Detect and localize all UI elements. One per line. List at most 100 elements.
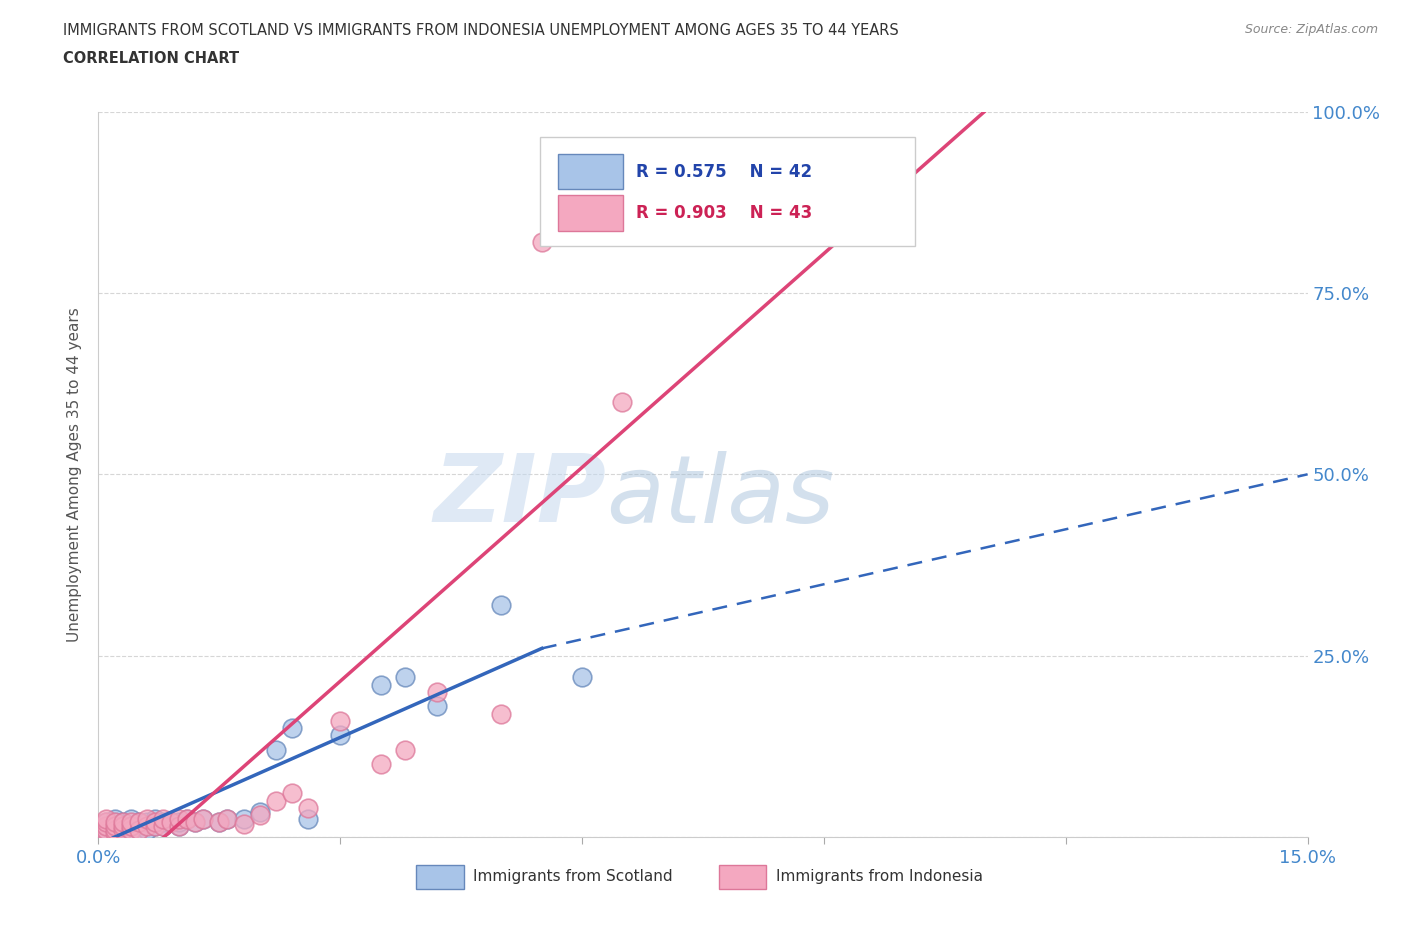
Point [96, 822, 118, 837]
Point [232, 811, 254, 827]
Point [143, 811, 166, 827]
FancyBboxPatch shape [558, 153, 623, 189]
Text: IMMIGRANTS FROM SCOTLAND VS IMMIGRANTS FROM INDONESIA UNEMPLOYMENT AMONG AGES 35: IMMIGRANTS FROM SCOTLAND VS IMMIGRANTS F… [63, 23, 898, 38]
Point [103, 818, 125, 833]
Point [96, 818, 118, 833]
Point [120, 822, 142, 837]
Point [103, 811, 125, 827]
Point [193, 811, 215, 827]
Point [103, 826, 125, 841]
Point [329, 728, 352, 743]
Point [135, 811, 157, 827]
Point [120, 818, 142, 833]
Point [530, 234, 553, 249]
Point [152, 818, 174, 833]
Point [103, 826, 125, 841]
Point [103, 815, 125, 830]
Point [329, 713, 352, 728]
FancyBboxPatch shape [718, 865, 766, 889]
Point [491, 597, 513, 612]
Point [135, 815, 157, 830]
Point [370, 677, 392, 692]
Point [111, 818, 134, 833]
Point [160, 815, 183, 830]
Point [167, 818, 190, 833]
Point [208, 815, 231, 830]
Point [128, 822, 150, 837]
Point [120, 818, 142, 833]
Text: Source: ZipAtlas.com: Source: ZipAtlas.com [1244, 23, 1378, 36]
Point [120, 815, 142, 830]
Point [96, 811, 118, 827]
Point [152, 811, 174, 827]
Point [232, 817, 254, 831]
Point [103, 815, 125, 830]
Point [160, 815, 183, 830]
Point [281, 786, 304, 801]
Point [264, 742, 287, 757]
Point [217, 811, 239, 827]
Point [96, 818, 118, 833]
Text: R = 0.575    N = 42: R = 0.575 N = 42 [637, 163, 813, 180]
Point [111, 822, 134, 837]
Point [135, 818, 157, 833]
FancyBboxPatch shape [558, 195, 623, 231]
Point [135, 822, 157, 837]
Point [103, 822, 125, 837]
Point [103, 822, 125, 837]
Point [176, 811, 198, 827]
Text: R = 0.903    N = 43: R = 0.903 N = 43 [637, 205, 813, 222]
Point [128, 815, 150, 830]
Point [167, 811, 190, 827]
Point [176, 811, 198, 827]
Point [612, 394, 634, 409]
Point [143, 818, 166, 833]
Point [249, 804, 271, 819]
Point [120, 811, 142, 827]
Point [184, 815, 207, 830]
Point [394, 670, 416, 684]
Point [111, 822, 134, 837]
Point [143, 815, 166, 830]
Point [264, 793, 287, 808]
Point [152, 815, 174, 830]
Point [297, 811, 319, 827]
Point [394, 742, 416, 757]
Point [297, 801, 319, 816]
Point [217, 811, 239, 827]
Point [96, 822, 118, 837]
Text: Immigrants from Indonesia: Immigrants from Indonesia [776, 870, 983, 884]
Text: CORRELATION CHART: CORRELATION CHART [63, 51, 239, 66]
Point [143, 818, 166, 833]
Point [111, 815, 134, 830]
Point [128, 815, 150, 830]
Point [111, 818, 134, 833]
Point [208, 815, 231, 830]
Point [370, 757, 392, 772]
Point [111, 815, 134, 830]
Point [426, 684, 449, 699]
Text: Immigrants from Scotland: Immigrants from Scotland [474, 870, 673, 884]
Point [167, 815, 190, 830]
Point [167, 818, 190, 833]
Point [281, 721, 304, 736]
Point [491, 706, 513, 721]
Point [103, 818, 125, 833]
Text: ZIP: ZIP [433, 450, 606, 542]
Point [120, 822, 142, 837]
Point [96, 815, 118, 830]
Point [571, 670, 593, 684]
Point [184, 815, 207, 830]
Point [96, 826, 118, 841]
Y-axis label: Unemployment Among Ages 35 to 44 years: Unemployment Among Ages 35 to 44 years [67, 307, 83, 642]
Point [96, 826, 118, 841]
Point [96, 815, 118, 830]
Text: atlas: atlas [606, 450, 835, 541]
Point [426, 699, 449, 714]
FancyBboxPatch shape [540, 137, 915, 246]
Point [249, 808, 271, 823]
Point [193, 811, 215, 827]
FancyBboxPatch shape [416, 865, 464, 889]
Point [128, 822, 150, 837]
Point [152, 818, 174, 833]
